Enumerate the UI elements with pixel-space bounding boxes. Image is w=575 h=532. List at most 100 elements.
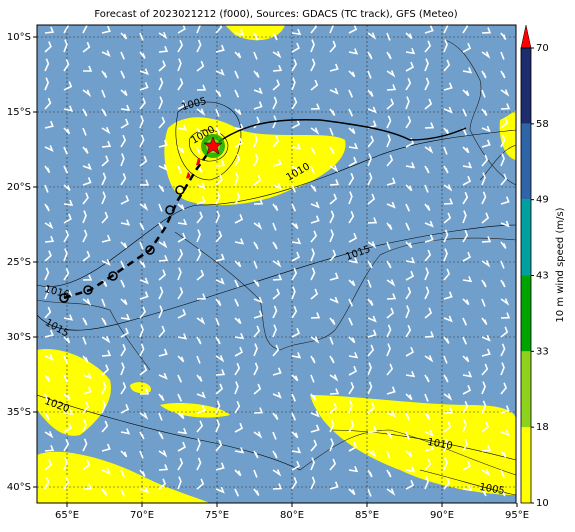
wind-barb: [443, 407, 454, 414]
wind-barb: [44, 267, 50, 281]
wind-barb: [329, 374, 339, 382]
wind-barb: [196, 60, 205, 72]
wind-barb: [272, 305, 278, 319]
wind-barb: [63, 25, 69, 34]
wind-barb: [120, 70, 126, 79]
wind-barb: [82, 386, 92, 395]
wind-barb: [158, 478, 167, 490]
wind-barb: [120, 241, 128, 249]
wind-barb: [101, 488, 108, 496]
wind-barb: [120, 279, 126, 288]
wind-barb: [120, 404, 130, 414]
wind-barb: [367, 260, 373, 269]
wind-barb: [234, 89, 240, 98]
lon-label: 75°E: [205, 510, 229, 521]
wind-barb: [462, 175, 472, 186]
wind-barb: [291, 412, 297, 421]
wind-barb: [405, 257, 416, 264]
wind-barb: [101, 140, 112, 148]
wind-barb: [386, 279, 396, 287]
wind-barb: [310, 25, 317, 34]
wind-barb: [481, 317, 488, 325]
wind-barb: [462, 89, 470, 97]
lat-label: 10°S: [7, 32, 31, 43]
lon-label: 95°E: [505, 510, 529, 521]
wind-barb: [82, 274, 93, 281]
wind-barb: [253, 343, 258, 357]
wind-barb: [177, 248, 184, 262]
wind-barb: [234, 346, 243, 357]
wind-barb: [44, 306, 52, 319]
wind-barb: [367, 362, 372, 376]
wind-barb: [462, 371, 473, 378]
wind-barb: [158, 96, 163, 110]
colorbar: 10 18 33 43 49 58 70: [520, 24, 549, 509]
wind-barb: [481, 236, 492, 243]
wind-barb: [63, 165, 69, 174]
wind-barb: [272, 412, 279, 420]
wind-barb: [272, 274, 283, 281]
wind-barb: [139, 469, 146, 477]
wind-barb: [329, 419, 335, 433]
wind-barb: [348, 89, 353, 98]
wind-barb: [139, 82, 149, 91]
wind-barb: [348, 381, 355, 395]
wind-barb: [215, 174, 223, 186]
wind-barb: [120, 381, 127, 395]
wind-barb: [462, 42, 472, 53]
isobar-label: 1005: [478, 482, 505, 497]
wind-barb: [424, 355, 434, 363]
colorbar-segment: [521, 427, 531, 503]
wind-barb: [367, 469, 373, 478]
wind-barb: [348, 352, 359, 359]
wind-barb: [386, 134, 391, 148]
wind-barb: [177, 184, 183, 193]
wind-barb: [253, 198, 264, 205]
wind-barb: [253, 101, 263, 110]
wind-barbs: [44, 25, 511, 497]
wind-barb: [481, 348, 491, 357]
wind-barb: [44, 58, 50, 72]
wind-barb: [177, 25, 186, 34]
wind-barb: [215, 462, 225, 471]
wind-barb: [158, 45, 169, 53]
wind-barb: [481, 381, 486, 395]
wind-barb: [272, 288, 281, 300]
wind-barb: [63, 438, 70, 452]
wind-barb: [253, 407, 264, 414]
wind-barb: [272, 391, 282, 399]
wind-barb: [348, 172, 355, 186]
wind-barb: [348, 25, 358, 34]
wind-barb: [120, 173, 127, 186]
wind-barb: [329, 229, 334, 243]
wind-barb: [443, 229, 449, 243]
wind-barb: [272, 260, 282, 268]
wind-barb: [329, 481, 339, 490]
wind-barb: [253, 450, 259, 459]
wind-barb: [101, 25, 111, 34]
lon-label: 65°E: [55, 510, 79, 521]
wind-barb: [215, 44, 225, 53]
wind-barb: [329, 296, 339, 304]
wind-barb: [101, 89, 106, 98]
wind-barb: [462, 162, 473, 169]
wind-barb: [329, 87, 339, 95]
wind-barb: [234, 381, 239, 395]
colorbar-tick-label: 70: [536, 43, 549, 54]
wind-barb: [44, 77, 50, 91]
wind-barb: [120, 195, 130, 205]
wind-barb: [367, 329, 377, 338]
wind-barb: [253, 431, 263, 439]
wind-barb: [481, 27, 492, 34]
wind-barb: [44, 374, 51, 383]
colorbar-tick-label: 43: [536, 271, 549, 282]
wind-barb: [405, 184, 413, 192]
lat-label: 15°S: [7, 107, 31, 118]
wind-barb: [120, 89, 128, 97]
wind-barb: [120, 298, 128, 306]
wind-barb: [500, 429, 510, 437]
wind-barb: [215, 486, 225, 494]
wind-barb: [367, 51, 373, 60]
wind-barb: [310, 374, 315, 383]
wind-barb: [424, 146, 434, 154]
